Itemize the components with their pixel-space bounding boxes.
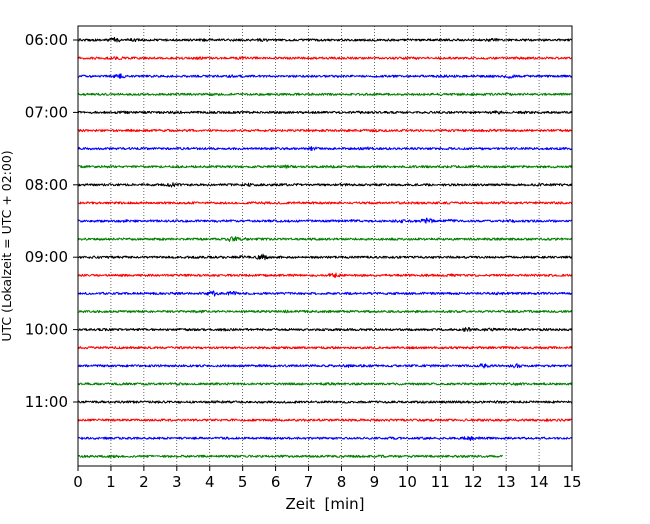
seismogram-trace-1100 bbox=[77, 400, 573, 404]
x-tick-label: 6 bbox=[271, 473, 281, 491]
seismogram-trace-0615 bbox=[77, 56, 573, 61]
grid-layer bbox=[110, 26, 540, 466]
y-tick-label: 10:00 bbox=[25, 321, 68, 339]
seismogram-trace-0630 bbox=[77, 73, 573, 79]
seismogram-trace-1145 bbox=[77, 454, 503, 459]
seismogram-trace-0715 bbox=[77, 128, 573, 133]
seismogram-trace-0830 bbox=[77, 217, 573, 224]
seismogram-trace-0700 bbox=[77, 110, 573, 115]
x-tick-label: 4 bbox=[205, 473, 215, 491]
seismogram-trace-1015 bbox=[77, 346, 573, 350]
x-tick-label: 1 bbox=[106, 473, 116, 491]
x-tick-label: 15 bbox=[562, 473, 581, 491]
y-tick-label: 06:00 bbox=[25, 31, 68, 49]
seismogram-trace-0945 bbox=[77, 309, 573, 314]
x-tick-label: 5 bbox=[238, 473, 248, 491]
x-tick-label: 12 bbox=[464, 473, 483, 491]
y-tick-label: 08:00 bbox=[25, 176, 68, 194]
x-tick-label: 10 bbox=[398, 473, 417, 491]
seismogram-trace-1115 bbox=[77, 418, 573, 422]
seismogram-trace-1030 bbox=[77, 363, 573, 369]
seismogram-trace-1045 bbox=[77, 382, 573, 386]
x-axis-ticks: 0 1 2 3 4 5 6 7 8 9 10 11 12 13 14 15 bbox=[73, 466, 582, 491]
x-axis-label: Zeit [min] bbox=[285, 495, 364, 513]
x-tick-label: 13 bbox=[497, 473, 516, 491]
seismogram-trace-0730 bbox=[77, 146, 573, 151]
seismogram-trace-0645 bbox=[77, 92, 573, 97]
x-tick-label: 14 bbox=[530, 473, 549, 491]
y-tick-label: 07:00 bbox=[25, 103, 68, 121]
seismogram-trace-0915 bbox=[77, 272, 573, 278]
seismogram-trace-1130 bbox=[77, 435, 573, 442]
x-tick-label: 8 bbox=[337, 473, 347, 491]
seismogram-trace-0745 bbox=[77, 164, 573, 169]
seismogram-trace-0800 bbox=[77, 182, 573, 188]
trace-layer bbox=[77, 36, 573, 459]
y-tick-label: 11:00 bbox=[25, 393, 68, 411]
x-tick-label: 3 bbox=[172, 473, 182, 491]
x-tick-label: 9 bbox=[370, 473, 380, 491]
y-axis-label: UTC (Lokalzeit = UTC + 02:00) bbox=[0, 150, 14, 341]
seismogram-trace-1000 bbox=[77, 327, 573, 332]
x-tick-label: 7 bbox=[304, 473, 314, 491]
x-tick-label: 0 bbox=[73, 473, 83, 491]
x-tick-label: 2 bbox=[139, 473, 149, 491]
seismogram-trace-0845 bbox=[77, 236, 573, 242]
y-tick-label: 09:00 bbox=[25, 248, 68, 266]
seismogram-trace-0930 bbox=[77, 290, 573, 297]
plot-frame bbox=[77, 25, 573, 467]
x-tick-label: 11 bbox=[431, 473, 450, 491]
seismogram-trace-0815 bbox=[77, 201, 573, 205]
y-axis-ticks: 06:00 07:00 08:00 09:00 10:00 11:00 bbox=[25, 31, 78, 411]
seismogram-trace-0600 bbox=[77, 36, 573, 43]
seismogram-trace-0900 bbox=[77, 253, 573, 261]
